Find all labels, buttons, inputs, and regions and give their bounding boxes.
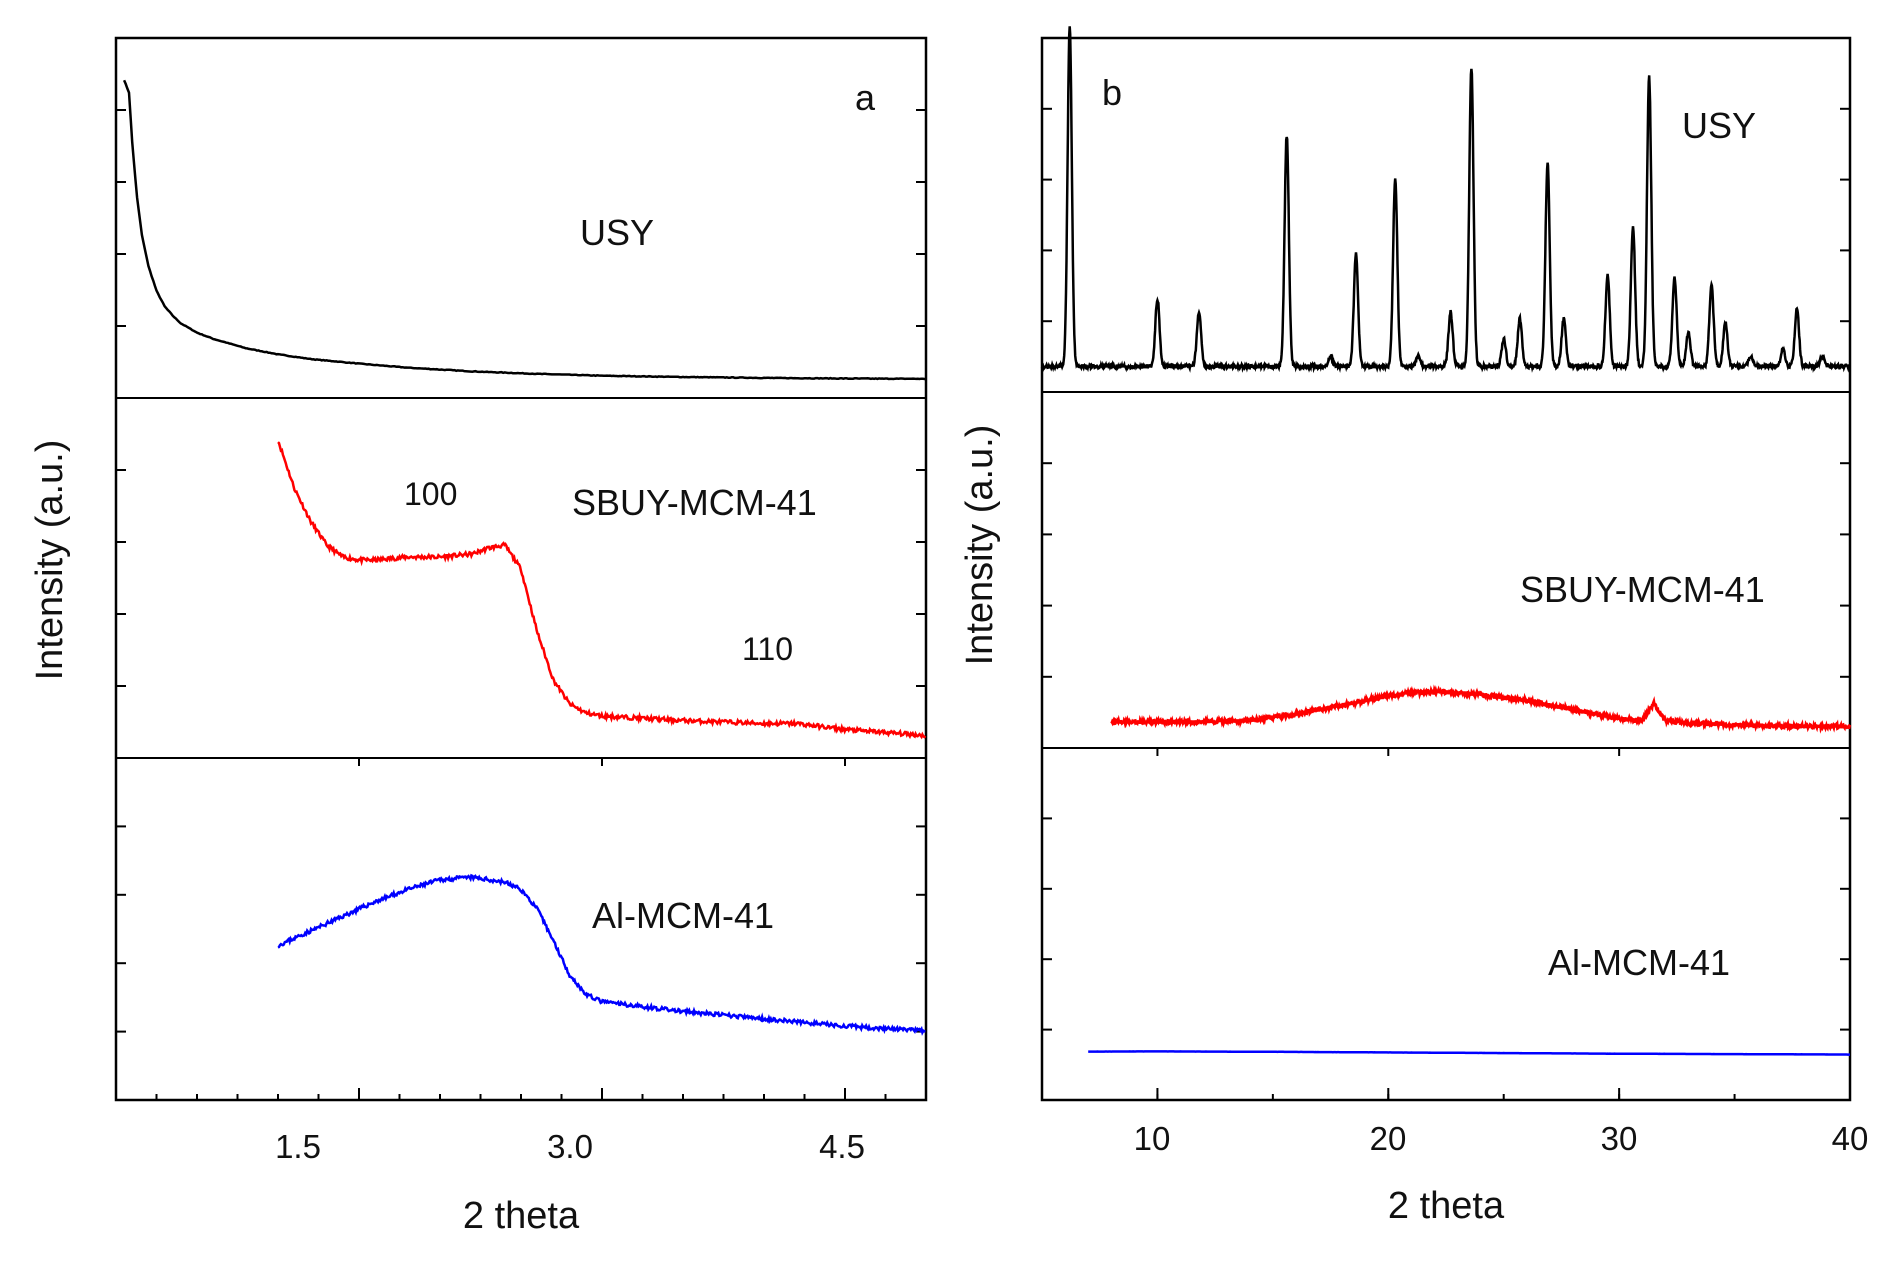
panel-b: b USY SBUY-MCM-41 Al-MCM-41 10 20 30 40 … <box>959 26 1868 1227</box>
panel-b-al-mcm-label: Al-MCM-41 <box>1548 942 1730 983</box>
panel-a-xtick-label: 4.5 <box>819 1128 865 1165</box>
panel-a-peak-110-label: 110 <box>742 631 793 667</box>
panel-b-x-axis-title: 2 theta <box>1388 1185 1505 1227</box>
panel-a-usy-line <box>122 79 926 381</box>
panel-a-xtick-label: 3.0 <box>547 1128 593 1165</box>
panel-a-letter: a <box>855 77 876 118</box>
panel-a-sbuy-label: SBUY-MCM-41 <box>572 482 817 523</box>
panel-b-sbuy-line <box>1110 684 1852 734</box>
panel-a-al-mcm-label: Al-MCM-41 <box>592 895 774 936</box>
panel-b-xtick-label: 30 <box>1601 1120 1638 1157</box>
panel-b-al-mcm-line <box>1088 1050 1850 1056</box>
panel-a-al-mcm-line <box>277 873 926 1036</box>
panel-b-frame <box>1040 36 1852 1102</box>
panel-a-peak-100-label: 100 <box>404 476 457 512</box>
panel-b-xtick-label: 10 <box>1134 1120 1171 1157</box>
panel-b-xtick-label: 20 <box>1370 1120 1407 1157</box>
panel-b-xtick-label: 40 <box>1832 1120 1869 1157</box>
panel-b-ticks <box>1041 107 1851 1100</box>
panel-a-y-axis-title: Intensity (a.u.) <box>29 440 71 681</box>
panel-b-usy-line <box>1040 26 1851 374</box>
panel-a-usy-label: USY <box>580 212 654 253</box>
panel-b-sbuy-label: SBUY-MCM-41 <box>1520 569 1765 610</box>
panel-a-ticks <box>116 109 926 1100</box>
panel-a-x-axis-title: 2 theta <box>463 1195 580 1237</box>
panel-b-letter: b <box>1102 72 1122 113</box>
panel-a-xtick-label: 1.5 <box>275 1128 321 1165</box>
panel-a: a USY SBUY-MCM-41 Al-MCM-41 100 110 1.5 … <box>29 36 928 1237</box>
panel-b-usy-label: USY <box>1682 105 1756 146</box>
panel-a-sbuy-line <box>277 441 927 740</box>
panel-b-y-axis-title: Intensity (a.u.) <box>959 425 1001 666</box>
